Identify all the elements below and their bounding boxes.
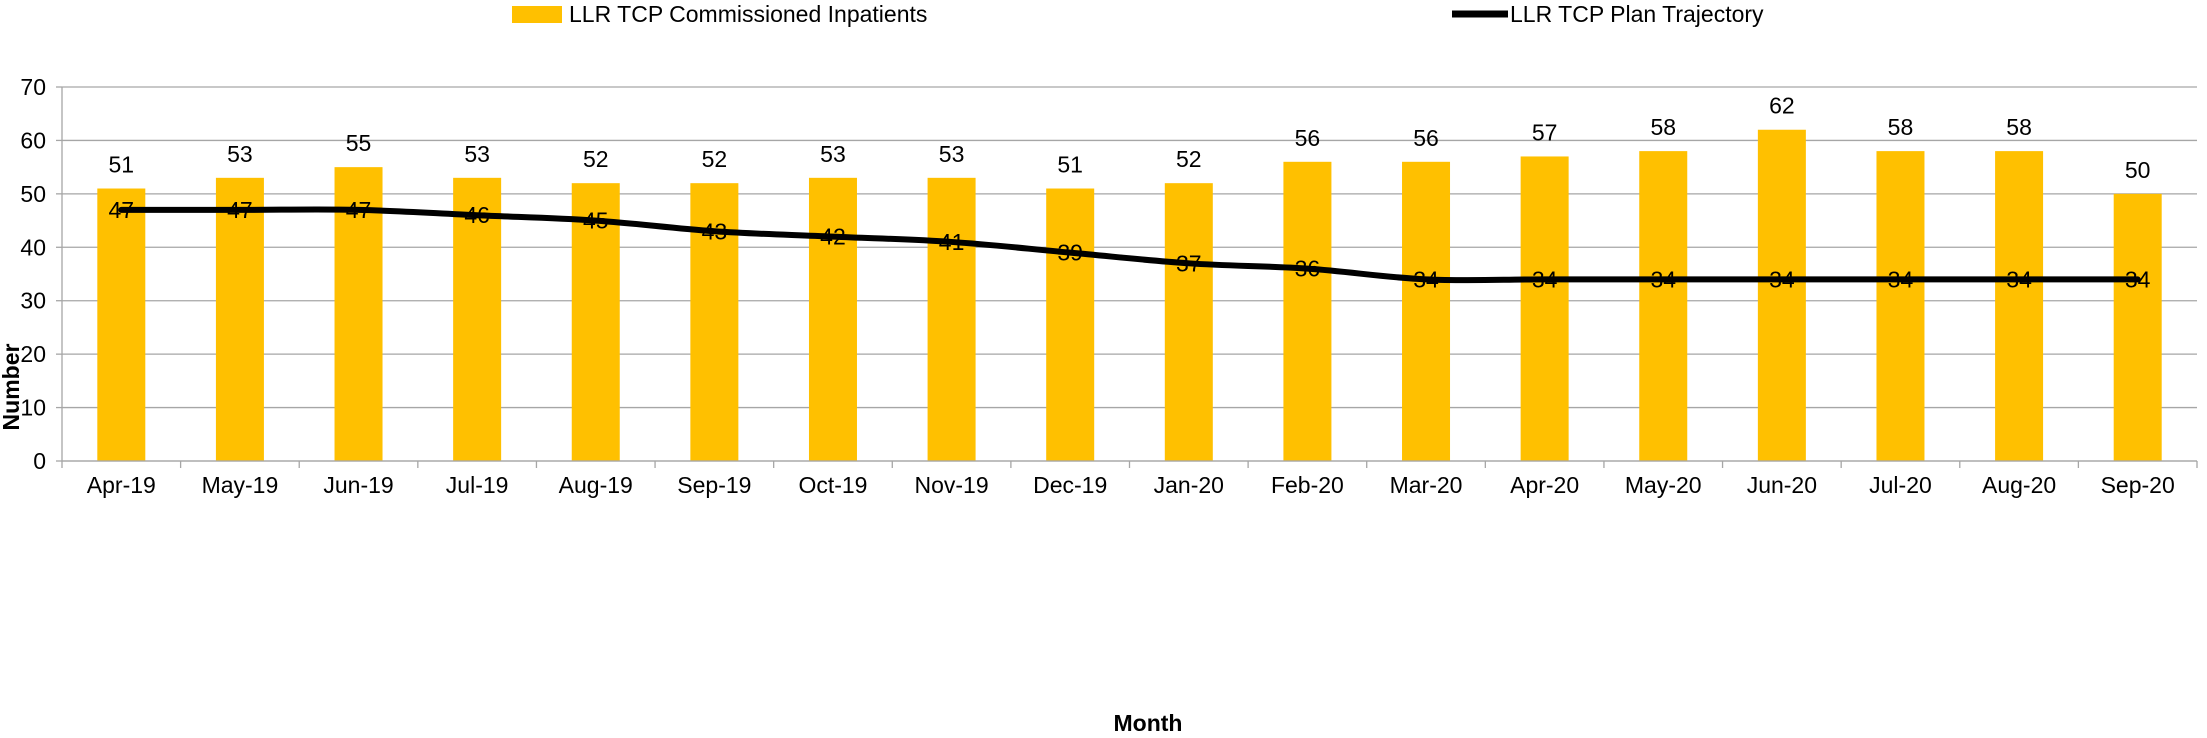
trajectory-line: [118, 206, 2141, 284]
bar-data-label: 52: [583, 146, 609, 172]
bar-data-label: 55: [346, 130, 372, 156]
bar: [1639, 151, 1688, 461]
line-data-label: 36: [1295, 256, 1321, 282]
x-tick-label: Aug-20: [1982, 472, 2056, 498]
bars: [97, 129, 2162, 462]
x-tick-label: Dec-19: [1033, 472, 1107, 498]
bar: [1995, 151, 2044, 461]
x-tick-label: Jul-20: [1869, 472, 1932, 498]
line-data-label: 42: [820, 224, 846, 250]
bar: [1046, 188, 1095, 461]
bar-data-labels: 51 53 55 53 52 52 53 53 51 52 56 56 57 58 62 58 58 50: [109, 93, 2151, 183]
y-tick-label: 60: [20, 127, 46, 153]
line-data-label: 37: [1176, 250, 1202, 276]
line-data-label: 47: [109, 197, 135, 223]
x-tick-label: Mar-20: [1390, 472, 1463, 498]
bar-data-label: 53: [464, 141, 490, 167]
line-data-label: 47: [227, 197, 253, 223]
bar: [1402, 161, 1451, 462]
bar: [334, 167, 383, 461]
bar: [1164, 183, 1213, 461]
y-tick-labels: 0 10 20 30 40 50 60 70: [20, 74, 46, 474]
x-tick-label: May-19: [202, 472, 279, 498]
x-tick-label: Aug-19: [559, 472, 633, 498]
line-data-label: 34: [1888, 266, 1914, 292]
x-axis-title: Month: [1114, 710, 1183, 736]
bar: [97, 188, 146, 461]
line-data-label: 34: [2125, 266, 2151, 292]
y-tick-label: 70: [20, 74, 46, 100]
bar-data-label: 58: [1888, 114, 1914, 140]
bar: [927, 177, 976, 462]
bar-data-label: 51: [1057, 152, 1083, 178]
line-data-label: 34: [2006, 266, 2032, 292]
legend-label-line: LLR TCP Plan Trajectory: [1510, 1, 1764, 27]
line-data-label: 34: [1532, 266, 1558, 292]
x-tick-label: Sep-20: [2101, 472, 2175, 498]
y-tick-label: 20: [20, 341, 46, 367]
line-data-label: 41: [939, 229, 965, 255]
line-data-labels: 47 47 47 46 45 43 42 41 39 37 36 34 34 34 34 34 34 34: [109, 197, 2151, 292]
bar-data-label: 52: [702, 146, 728, 172]
bar: [1757, 129, 1806, 461]
x-tick-label: Sep-19: [677, 472, 751, 498]
bar: [1876, 151, 1925, 461]
bar-data-label: 62: [1769, 93, 1795, 119]
bar-data-label: 57: [1532, 119, 1558, 145]
bar-data-label: 53: [820, 141, 846, 167]
line-data-label: 34: [1650, 266, 1676, 292]
bar-data-label: 58: [1650, 114, 1676, 140]
x-tick-label: Apr-19: [87, 472, 156, 498]
y-tick-label: 50: [20, 181, 46, 207]
bar-data-label: 52: [1176, 146, 1202, 172]
y-tick-label: 10: [20, 395, 46, 421]
line-data-label: 47: [346, 197, 372, 223]
x-tick-label: Jun-19: [323, 472, 393, 498]
bar-data-label: 56: [1295, 125, 1321, 151]
x-tick-label: Oct-19: [798, 472, 867, 498]
bar-data-label: 56: [1413, 125, 1439, 151]
x-axis: Apr-19 May-19 Jun-19 Jul-19 Aug-19 Sep-19 Oct-…: [61, 460, 2198, 498]
legend-label-bar: LLR TCP Commissioned Inpatients: [569, 1, 927, 27]
bar-data-label: 58: [2006, 114, 2032, 140]
bar: [1520, 156, 1569, 461]
y-tick-label: 30: [20, 288, 46, 314]
bar: [808, 177, 857, 462]
bar-data-label: 51: [109, 152, 135, 178]
legend-swatch-bar: [512, 6, 562, 23]
x-tick-label: Jul-19: [446, 472, 509, 498]
y-tick-label: 40: [20, 234, 46, 260]
x-tick-label: Jan-20: [1154, 472, 1224, 498]
trajectory-series-line: [118, 206, 2141, 284]
line-data-label: 46: [464, 202, 490, 228]
bar-data-label: 53: [227, 141, 253, 167]
legend: LLR TCP Commissioned Inpatients LLR TCP …: [512, 1, 1764, 27]
line-data-label: 34: [1769, 266, 1795, 292]
bar: [1283, 161, 1332, 462]
bar-data-label: 50: [2125, 157, 2151, 183]
bar: [571, 183, 620, 461]
bar-data-label: 53: [939, 141, 965, 167]
line-data-label: 45: [583, 208, 609, 234]
x-tick-label: May-20: [1625, 472, 1702, 498]
line-data-label: 43: [702, 218, 728, 244]
y-axis-title: Number: [0, 344, 24, 431]
bar: [215, 177, 264, 462]
bar: [453, 177, 502, 462]
x-tick-label: Apr-20: [1510, 472, 1579, 498]
bar: [2113, 193, 2162, 461]
line-data-label: 34: [1413, 266, 1439, 292]
y-tick-label: 0: [33, 448, 46, 474]
x-tick-label: Nov-19: [915, 472, 989, 498]
x-tick-label: Jun-20: [1747, 472, 1817, 498]
line-data-label: 39: [1057, 240, 1083, 266]
x-tick-label: Feb-20: [1271, 472, 1344, 498]
